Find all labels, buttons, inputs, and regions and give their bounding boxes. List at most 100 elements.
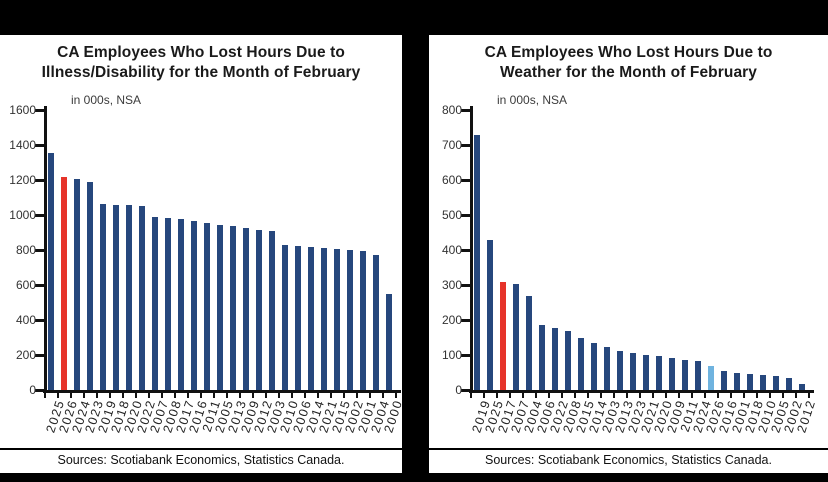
bottom-black-band (0, 473, 828, 482)
x-tick (109, 393, 111, 398)
source-note: Sources: Scotiabank Economics, Statistic… (485, 453, 772, 467)
y-tick-label: 100 (441, 347, 462, 362)
center-divider-band (402, 35, 429, 473)
bar-2015 (577, 338, 584, 390)
chart-title-line1: CA Employees Who Lost Hours Due to (484, 44, 773, 61)
y-tick-label: 0 (29, 382, 36, 397)
x-tick (356, 393, 358, 398)
chart-title: CA Employees Who Lost Hours Due to Illne… (0, 43, 402, 84)
bar-2007 (151, 216, 158, 390)
bar-2024 (73, 179, 80, 390)
bar-2006 (294, 245, 301, 390)
bar-2016 (190, 221, 197, 390)
y-tick (461, 249, 470, 252)
x-tick (717, 393, 719, 398)
bar-2003 (268, 230, 275, 390)
x-tick (626, 393, 628, 398)
chart-title-line2: Weather for the Month of February (499, 64, 758, 82)
bar-2011 (681, 359, 688, 390)
x-tick (122, 393, 124, 398)
x-tick (574, 393, 576, 398)
bar-2008 (164, 217, 171, 390)
bar-2019 (473, 134, 480, 390)
y-tick (461, 354, 470, 357)
bar-2013 (229, 226, 236, 390)
bar-2016 (720, 370, 727, 390)
bar-2004 (372, 254, 379, 390)
x-tick (756, 393, 758, 398)
x-tick (730, 393, 732, 398)
x-tick (600, 393, 602, 398)
x-tick (161, 393, 163, 398)
bar-2020 (655, 356, 662, 390)
x-tick (57, 393, 59, 398)
x-tick (665, 393, 667, 398)
bar-2014 (307, 246, 314, 390)
y-tick-label: 200 (441, 312, 462, 327)
footer-rule (429, 448, 828, 450)
y-tick (35, 389, 44, 392)
y-tick (461, 214, 470, 217)
bar-2026 (707, 366, 714, 390)
bar-2004 (525, 295, 532, 390)
bar-2020 (125, 205, 132, 390)
y-tick (35, 144, 44, 147)
x-tick (252, 393, 254, 398)
x-tick (769, 393, 771, 398)
x-tick (135, 393, 137, 398)
x-tick (44, 393, 46, 398)
y-tick-label: 400 (15, 312, 36, 327)
x-tick (587, 393, 589, 398)
bar-2014 (590, 342, 597, 390)
bar-2003 (603, 347, 610, 390)
y-tick-label: 800 (15, 242, 36, 257)
y-tick (35, 179, 44, 182)
bar-2022 (138, 206, 145, 390)
x-axis (469, 390, 814, 393)
x-tick (704, 393, 706, 398)
x-tick (535, 393, 537, 398)
x-tick (200, 393, 202, 398)
y-tick-label: 1000 (9, 207, 36, 222)
bar-2013 (616, 350, 623, 390)
y-tick-label: 800 (441, 102, 462, 117)
units-note: in 000s, NSA (497, 93, 568, 107)
x-tick (226, 393, 228, 398)
bar-2024 (694, 361, 701, 390)
x-tick (213, 393, 215, 398)
bar-2001 (733, 372, 740, 390)
x-tick (343, 393, 345, 398)
x-tick (174, 393, 176, 398)
bar-2023 (629, 352, 636, 390)
illness-chart-panel: CA Employees Who Lost Hours Due to Illne… (0, 35, 405, 473)
x-tick (291, 393, 293, 398)
x-tick (522, 393, 524, 398)
y-tick (461, 284, 470, 287)
x-tick (265, 393, 267, 398)
y-axis (470, 106, 473, 392)
y-tick (35, 249, 44, 252)
bar-2002 (785, 377, 792, 390)
y-tick (461, 179, 470, 182)
source-note: Sources: Scotiabank Economics, Statistic… (57, 453, 345, 467)
x-tick (483, 393, 485, 398)
bar-2009 (242, 228, 249, 390)
y-tick-label: 1200 (9, 172, 36, 187)
x-tick (652, 393, 654, 398)
bar-2005 (216, 224, 223, 390)
x-tick (96, 393, 98, 398)
top-black-band (0, 0, 828, 35)
x-tick (561, 393, 563, 398)
x-tick (509, 393, 511, 398)
bar-2021 (642, 355, 649, 390)
y-tick-label: 700 (441, 137, 462, 152)
y-tick (461, 144, 470, 147)
x-tick (278, 393, 280, 398)
bar-2025 (47, 152, 54, 390)
x-tick (187, 393, 189, 398)
x-tick (795, 393, 797, 398)
y-tick-label: 600 (15, 277, 36, 292)
bar-2009 (668, 357, 675, 390)
bar-2025 (486, 239, 493, 390)
y-tick-label: 300 (441, 277, 462, 292)
